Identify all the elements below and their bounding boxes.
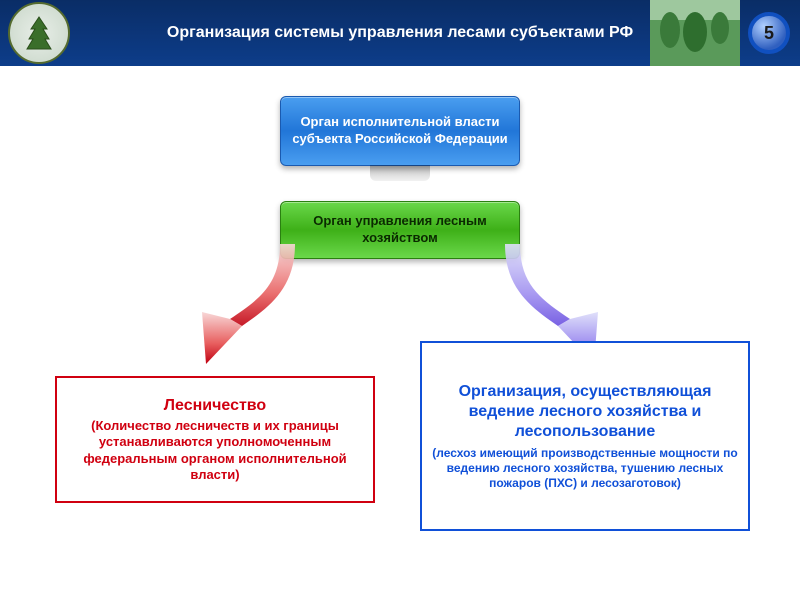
node-left-forestry: Лесничество (Количество лесничеств и их …: [55, 376, 375, 503]
page-number-badge: 5: [748, 12, 790, 54]
node-mid-forest-management: Орган управления лесным хозяйством: [280, 201, 520, 259]
node-right-title: Организация, осуществляющая ведение лесн…: [428, 382, 742, 442]
node-left-title: Лесничество: [164, 396, 266, 416]
diagram-area: Орган исполнительной власти субъекта Рос…: [0, 66, 800, 600]
header-bar: Организация системы управления лесами су…: [0, 0, 800, 66]
node-left-subtitle: (Количество лесничеств и их границы уста…: [63, 418, 367, 483]
node-right-organization: Организация, осуществляющая ведение лесн…: [420, 341, 750, 531]
node-top-executive-authority: Орган исполнительной власти субъекта Рос…: [280, 96, 520, 166]
tree-logo-icon: [8, 2, 70, 64]
forest-photo: [650, 0, 740, 66]
node-right-subtitle: (лесхоз имеющий производственные мощност…: [428, 446, 742, 491]
